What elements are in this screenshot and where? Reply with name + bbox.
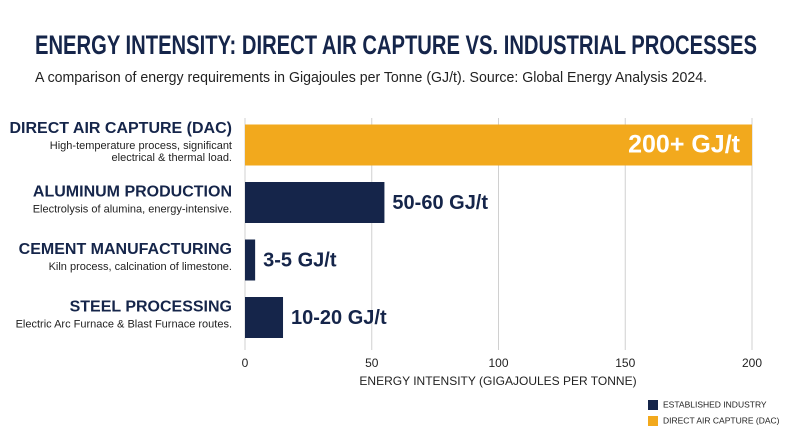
category-label: CEMENT MANUFACTURING: [19, 241, 232, 258]
legend-swatch: [648, 416, 658, 426]
bar: [245, 124, 752, 166]
x-tick-label: 50: [365, 356, 379, 370]
category-label: DIRECT AIR CAPTURE (DAC): [9, 120, 232, 137]
chart-title: ENERGY INTENSITY: DIRECT AIR CAPTURE VS.…: [35, 30, 757, 60]
category-label: STEEL PROCESSING: [70, 299, 232, 316]
bar: [245, 182, 385, 223]
category-description: Kiln process, calcination of limestone.: [49, 261, 232, 273]
value-label: 200+ GJ/t: [628, 131, 741, 159]
legend-label: DIRECT AIR CAPTURE (DAC): [663, 415, 780, 425]
category-description: electrical & thermal load.: [112, 152, 232, 164]
category-description: Electrolysis of alumina, energy-intensiv…: [33, 203, 232, 215]
chart-subtitle: A comparison of energy requirements in G…: [35, 69, 707, 86]
category-description: High-temperature process, significant: [50, 140, 232, 152]
x-tick-label: 150: [615, 356, 635, 370]
bar: [245, 297, 284, 338]
legend-swatch: [648, 400, 658, 410]
legend-label: ESTABLISHED INDUSTRY: [663, 399, 767, 409]
category-description: Electric Arc Furnace & Blast Furnace rou…: [16, 318, 232, 330]
x-tick-label: 100: [488, 356, 508, 370]
x-axis-title: ENERGY INTENSITY (GIGAJOULES PER TONNE): [359, 374, 636, 388]
value-label: 10-20 GJ/t: [291, 307, 387, 329]
value-label: 50-60 GJ/t: [392, 192, 488, 214]
value-label: 3-5 GJ/t: [263, 249, 337, 271]
bar: [245, 239, 256, 281]
x-tick-label: 0: [242, 356, 249, 370]
category-label: ALUMINUM PRODUCTION: [33, 184, 232, 201]
x-tick-label: 200: [742, 356, 762, 370]
